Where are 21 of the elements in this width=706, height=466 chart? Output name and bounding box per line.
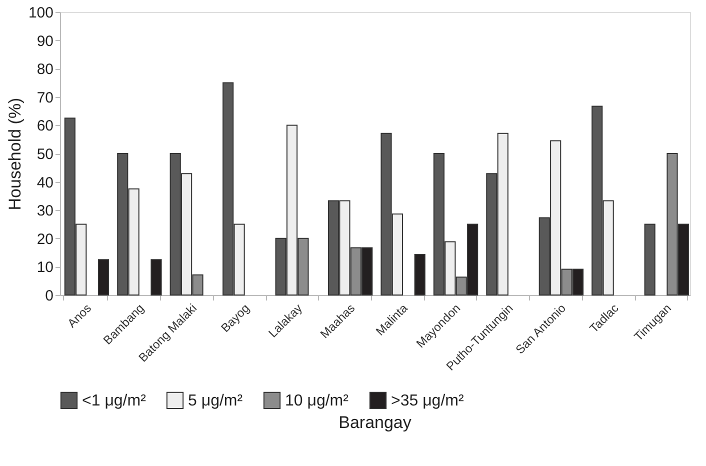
y-tick-label: 90 xyxy=(36,32,54,50)
y-tick-label: 40 xyxy=(36,174,54,192)
y-tick-label: 20 xyxy=(36,230,54,248)
bar xyxy=(98,259,110,296)
y-tick-label: 60 xyxy=(36,118,54,135)
legend-label: <1 μg/m² xyxy=(82,392,147,410)
y-tick-label: 70 xyxy=(36,89,54,106)
y-tick-label: 50 xyxy=(36,146,54,163)
y-tick-label: 10 xyxy=(36,259,54,276)
bar xyxy=(644,224,656,296)
y-tick-label: 100 xyxy=(28,4,54,22)
legend-label: 10 μg/m² xyxy=(285,392,350,410)
y-tick-label: 0 xyxy=(45,288,54,304)
y-axis-title: Household (%) xyxy=(5,98,24,210)
legend-label: 5 μg/m² xyxy=(188,392,244,410)
bar xyxy=(414,254,426,296)
bar xyxy=(150,259,162,296)
x-axis-title: Barangay xyxy=(338,413,412,432)
y-tick-label: 80 xyxy=(36,61,54,78)
y-tick-label: 30 xyxy=(36,202,54,220)
legend-label: >35 μg/m² xyxy=(391,392,464,410)
